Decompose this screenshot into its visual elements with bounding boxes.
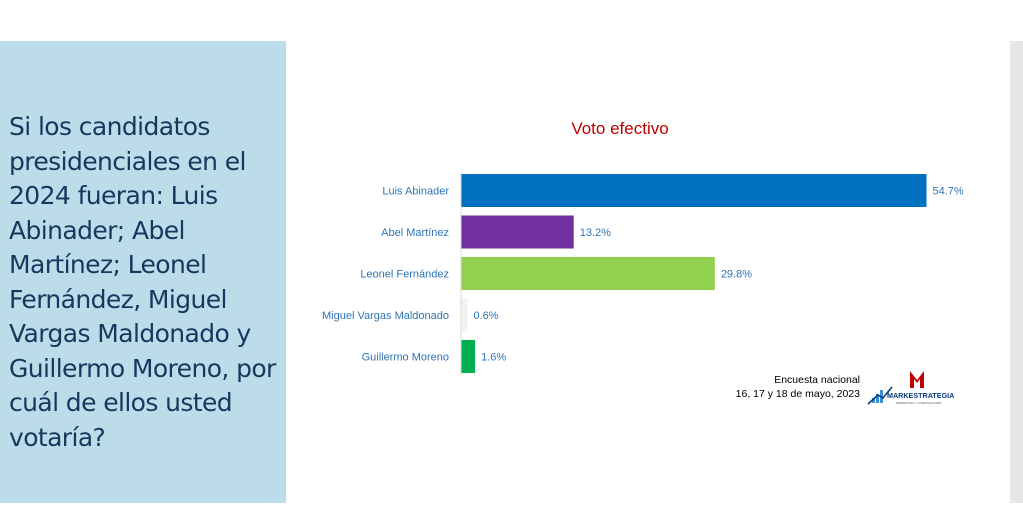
bar-abel-martinez [461,215,574,249]
logo-tagline: MARKETING Y COMUNICACIÓN [896,400,941,405]
question-panel [0,41,286,503]
logo-name: MARKESTRATEGIA [887,391,954,400]
bar-guillermo-moreno [461,340,476,373]
bar-miguel-vargas-maldonado [461,298,468,332]
category-label-luis-abinader: Luis Abinader [382,186,449,198]
right-edge-bar [1010,41,1023,503]
question-text: Si los candidatos presidenciales en el 2… [9,112,276,452]
value-label-luis-abinader: 54.7% [933,186,964,198]
value-label-miguel-vargas-maldonado: 0.6% [474,310,499,322]
category-label-abel-martinez: Abel Martínez [381,227,449,239]
survey-type: Encuesta nacional [774,374,860,386]
survey-footer: Encuesta nacional 16, 17 y 18 de mayo, 2… [700,373,860,401]
bar-leonel-fernandez [461,257,715,290]
chart-title: Voto efectivo [571,119,669,138]
category-label-leonel-fernandez: Leonel Fernández [360,269,449,281]
survey-dates: 16, 17 y 18 de mayo, 2023 [735,388,860,400]
value-label-guillermo-moreno: 1.6% [481,352,506,364]
value-label-leonel-fernandez: 29.8% [721,269,752,281]
bar-luis-abinader [461,174,927,207]
value-label-abel-martinez: 13.2% [580,227,611,239]
markestrategia-logo: MARKESTRATEGIA MARKETING Y COMUNICACIÓN [867,371,954,405]
category-label-guillermo-moreno: Guillermo Moreno [362,352,449,364]
category-label-miguel-vargas-maldonado: Miguel Vargas Maldonado [322,310,449,322]
